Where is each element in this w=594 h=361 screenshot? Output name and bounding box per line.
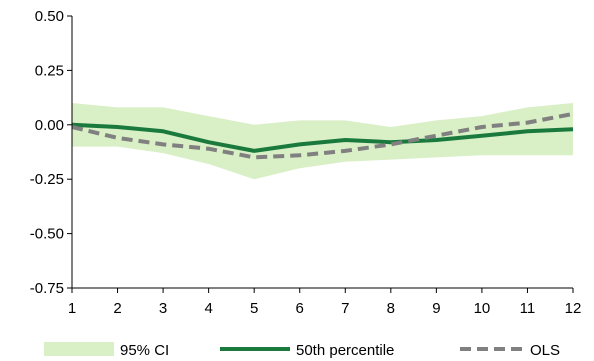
x-tick-label: 10 xyxy=(474,300,491,317)
legend-swatch-ci-band xyxy=(44,342,114,356)
x-tick-label: 4 xyxy=(204,300,212,317)
plot-area xyxy=(71,103,574,180)
x-tick-label: 1 xyxy=(68,300,76,317)
x-axis-ticks: 1 2 3 4 5 6 7 8 9 10 11 12 xyxy=(68,288,582,317)
x-tick-label: 9 xyxy=(432,300,440,317)
y-tick-label: 0.00 xyxy=(35,117,64,134)
x-tick-label: 12 xyxy=(565,300,582,317)
series-line-50th-percentile xyxy=(71,122,574,153)
legend-label-ci-band: 95% CI xyxy=(120,342,169,359)
series-line-ols xyxy=(71,111,574,160)
y-axis-ticks: 0.50 0.25 0.00 -0.25 -0.50 -0.75 xyxy=(30,8,72,297)
x-tick-label: 8 xyxy=(387,300,395,317)
y-tick-label: -0.50 xyxy=(30,226,64,243)
x-tick-label: 3 xyxy=(159,300,167,317)
x-tick-label: 5 xyxy=(250,300,258,317)
x-tick-label: 6 xyxy=(296,300,304,317)
legend-label-50th-percentile: 50th percentile xyxy=(296,342,394,359)
x-tick-label: 11 xyxy=(520,300,536,317)
y-tick-label: -0.25 xyxy=(30,171,64,188)
legend: 95% CI 50th percentile OLS xyxy=(44,342,560,359)
legend-label-ols: OLS xyxy=(530,342,560,359)
y-tick-label: -0.75 xyxy=(30,280,64,297)
x-tick-label: 7 xyxy=(341,300,349,317)
y-tick-label: 0.25 xyxy=(35,62,64,79)
y-tick-label: 0.50 xyxy=(35,8,64,25)
x-tick-label: 2 xyxy=(113,300,121,317)
